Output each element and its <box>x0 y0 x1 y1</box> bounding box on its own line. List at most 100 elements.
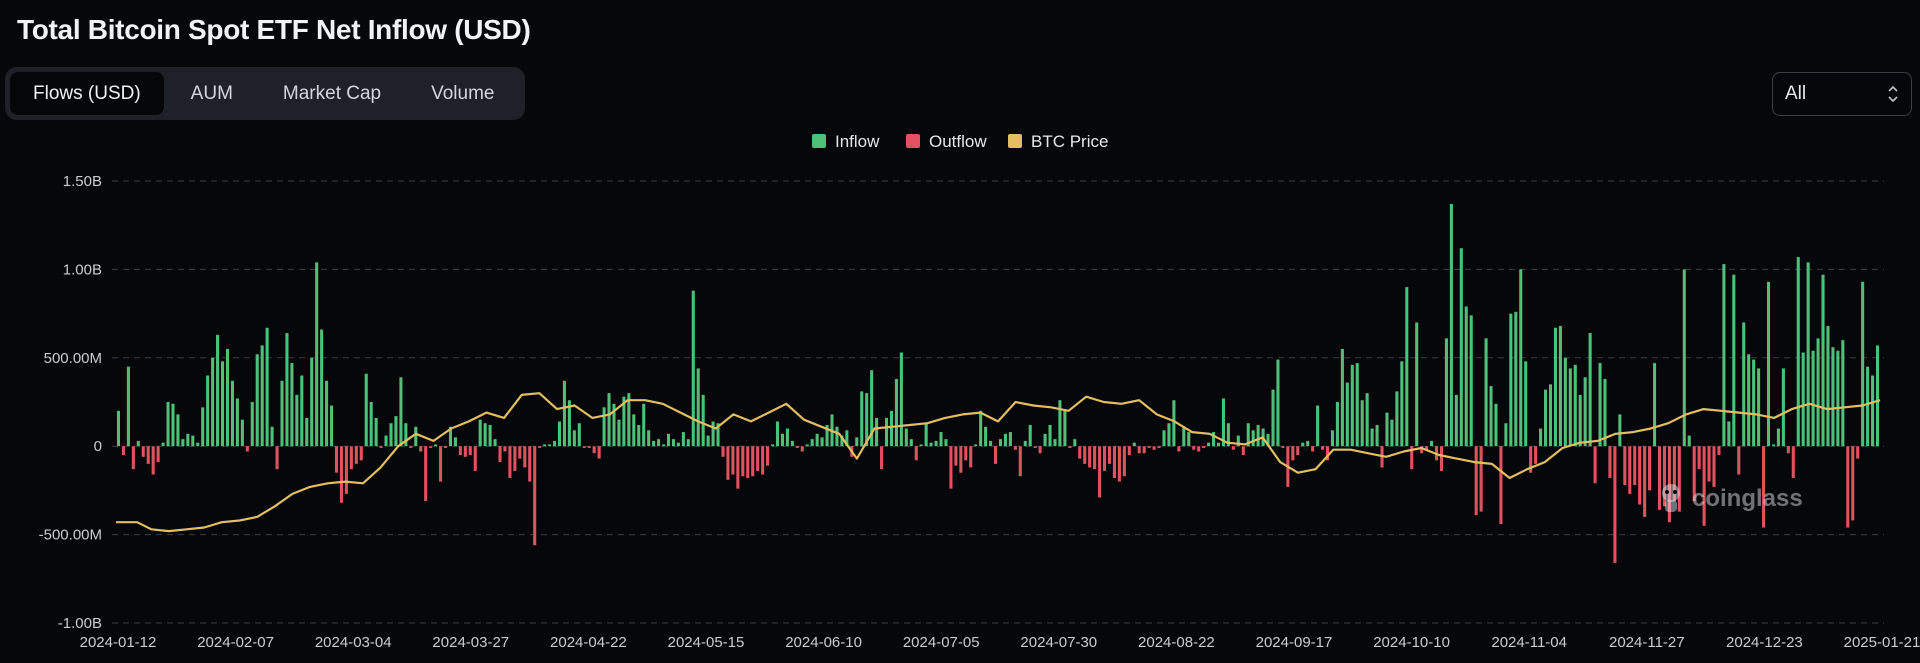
outflow-bar[interactable] <box>582 446 586 448</box>
outflow-bar[interactable] <box>1856 446 1860 459</box>
outflow-bar[interactable] <box>795 446 799 448</box>
outflow-bar[interactable] <box>498 446 502 463</box>
inflow-bar[interactable] <box>1484 338 1488 447</box>
outflow-bar[interactable] <box>880 446 884 470</box>
inflow-bar[interactable] <box>1271 389 1275 447</box>
inflow-bar[interactable] <box>1058 400 1062 447</box>
inflow-bar[interactable] <box>548 444 552 447</box>
inflow-bar[interactable] <box>1742 322 1746 447</box>
outflow-bar[interactable] <box>1291 446 1295 461</box>
inflow-bar[interactable] <box>1266 433 1270 447</box>
inflow-bar[interactable] <box>1187 432 1191 447</box>
inflow-bar[interactable] <box>939 432 943 447</box>
inflow-bar[interactable] <box>1811 350 1815 447</box>
outflow-bar[interactable] <box>1593 446 1597 484</box>
outflow-bar[interactable] <box>1296 446 1300 456</box>
outflow-bar[interactable] <box>731 446 735 475</box>
inflow-bar[interactable] <box>389 423 393 447</box>
outflow-bar[interactable] <box>964 446 968 461</box>
inflow-bar[interactable] <box>998 439 1003 447</box>
inflow-bar[interactable] <box>1722 264 1726 447</box>
inflow-bar[interactable] <box>216 334 220 447</box>
inflow-bar[interactable] <box>840 435 844 447</box>
inflow-bar[interactable] <box>909 439 913 447</box>
inflow-bar[interactable] <box>1781 368 1785 447</box>
inflow-bar[interactable] <box>805 444 809 447</box>
outflow-bar[interactable] <box>1117 446 1121 482</box>
inflow-bar[interactable] <box>1509 313 1513 447</box>
inflow-bar[interactable] <box>924 423 928 447</box>
inflow-bar[interactable] <box>1578 394 1582 447</box>
outflow-bar[interactable] <box>1122 446 1126 477</box>
inflow-bar[interactable] <box>1603 379 1607 447</box>
inflow-bar[interactable] <box>979 410 983 447</box>
inflow-bar[interactable] <box>483 423 487 447</box>
inflow-bar[interactable] <box>1796 257 1800 447</box>
inflow-bar[interactable] <box>1345 382 1349 447</box>
inflow-bar[interactable] <box>637 424 641 447</box>
outflow-bar[interactable] <box>1088 446 1092 468</box>
outflow-bar[interactable] <box>914 446 918 461</box>
inflow-bar[interactable] <box>1370 428 1374 447</box>
inflow-bar[interactable] <box>235 398 239 447</box>
outflow-bar[interactable] <box>741 446 745 477</box>
inflow-bar[interactable] <box>1400 361 1404 447</box>
inflow-bar[interactable] <box>1524 361 1528 447</box>
outflow-bar[interactable] <box>1608 446 1612 479</box>
inflow-bar[interactable] <box>211 357 215 447</box>
outflow-bar[interactable] <box>761 446 765 475</box>
inflow-bar[interactable] <box>1048 424 1052 447</box>
inflow-bar[interactable] <box>1375 424 1379 447</box>
inflow-bar[interactable] <box>1816 338 1820 447</box>
inflow-bar[interactable] <box>171 403 175 447</box>
outflow-bar[interactable] <box>726 446 730 480</box>
range-select[interactable]: All <box>1772 72 1912 116</box>
inflow-bar[interactable] <box>622 396 626 447</box>
inflow-bar[interactable] <box>1316 405 1320 447</box>
inflow-bar[interactable] <box>1618 414 1622 447</box>
outflow-bar[interactable] <box>1321 446 1325 450</box>
inflow-bar[interactable] <box>1583 377 1587 447</box>
inflow-bar[interactable] <box>240 419 244 447</box>
inflow-bar[interactable] <box>448 426 452 447</box>
inflow-bar[interactable] <box>1821 274 1825 447</box>
outflow-bar[interactable] <box>1197 446 1201 452</box>
inflow-bar[interactable] <box>1043 433 1047 447</box>
inflow-bar[interactable] <box>201 407 205 447</box>
outflow-bar[interactable] <box>1677 446 1681 512</box>
inflow-bar[interactable] <box>1806 262 1810 447</box>
inflow-bar[interactable] <box>126 366 130 447</box>
inflow-bar[interactable] <box>1226 423 1230 447</box>
inflow-bar[interactable] <box>810 439 814 447</box>
inflow-bar[interactable] <box>1866 366 1870 447</box>
inflow-bar[interactable] <box>1553 327 1557 447</box>
outflow-bar[interactable] <box>1662 446 1666 507</box>
inflow-bar[interactable] <box>270 426 274 447</box>
inflow-bar[interactable] <box>1841 340 1845 447</box>
inflow-bar[interactable] <box>1236 435 1240 447</box>
outflow-bar[interactable] <box>468 446 472 456</box>
inflow-bar[interactable] <box>865 393 869 447</box>
inflow-bar[interactable] <box>894 379 898 447</box>
inflow-bar[interactable] <box>1588 333 1592 447</box>
inflow-bar[interactable] <box>1028 424 1032 447</box>
inflow-bar[interactable] <box>1306 440 1310 447</box>
inflow-bar[interactable] <box>1063 410 1067 447</box>
tab-market-cap[interactable]: Market Cap <box>282 83 382 104</box>
outflow-bar[interactable] <box>1633 446 1637 486</box>
inflow-bar[interactable] <box>1221 398 1225 447</box>
outflow-bar[interactable] <box>121 446 125 456</box>
inflow-bar[interactable] <box>488 424 492 447</box>
outflow-bar[interactable] <box>1127 446 1131 456</box>
inflow-bar[interactable] <box>1875 345 1880 447</box>
inflow-bar[interactable] <box>1365 393 1369 447</box>
outflow-bar[interactable] <box>1147 446 1151 448</box>
outflow-bar[interactable] <box>1093 446 1097 470</box>
inflow-bar[interactable] <box>1172 400 1176 447</box>
inflow-bar[interactable] <box>676 442 680 447</box>
inflow-bar[interactable] <box>543 444 547 447</box>
inflow-bar[interactable] <box>1415 322 1419 447</box>
inflow-bar[interactable] <box>290 363 294 447</box>
inflow-bar[interactable] <box>1494 403 1498 447</box>
inflow-bar[interactable] <box>1301 442 1305 447</box>
